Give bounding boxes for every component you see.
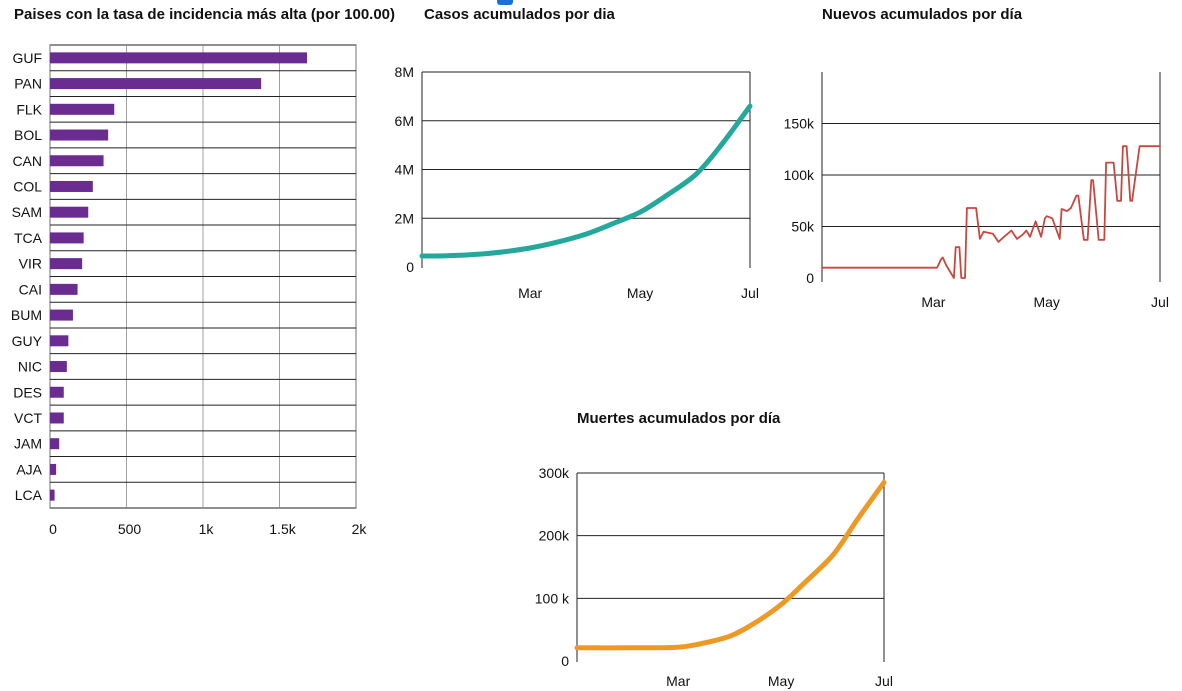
x-tick-label: May — [768, 673, 794, 689]
bar — [50, 283, 78, 295]
x-tick-label: 2k — [352, 521, 368, 537]
y-tick-label: 0 — [406, 259, 414, 275]
y-tick-label: 300k — [539, 465, 570, 481]
bar — [50, 52, 308, 64]
category-label: BUM — [11, 307, 42, 323]
x-tick-label: Jul — [741, 285, 759, 301]
x-tick-label: Jul — [1151, 294, 1169, 310]
series-line — [574, 479, 887, 651]
bar — [50, 129, 109, 141]
category-label: PAN — [14, 76, 42, 92]
bar — [50, 386, 64, 398]
y-tick-label: 0 — [806, 270, 814, 286]
category-label: GUF — [12, 50, 42, 66]
x-tick-label: 0 — [49, 521, 57, 537]
category-label: VIR — [19, 256, 42, 272]
bar — [50, 361, 67, 373]
y-tick-label: 100 k — [535, 590, 570, 606]
x-tick-label: May — [627, 285, 653, 301]
x-tick-label: Jul — [875, 673, 893, 689]
y-tick-label: 100k — [784, 167, 815, 183]
x-tick-label: 500 — [118, 521, 142, 537]
category-label: LCA — [15, 487, 43, 503]
y-tick-label: 4M — [395, 162, 414, 178]
bar — [50, 489, 55, 501]
y-tick-label: 0 — [561, 653, 569, 669]
category-label: GUY — [12, 333, 43, 349]
x-tick-label: 1.5k — [269, 521, 296, 537]
x-tick-label: Mar — [666, 673, 690, 689]
header-accent-mark — [497, 0, 513, 5]
y-tick-label: 150k — [784, 116, 815, 132]
series-line — [821, 145, 1161, 279]
category-label: NIC — [18, 359, 42, 375]
bar — [50, 438, 60, 450]
bar — [50, 78, 262, 90]
category-label: CAI — [19, 281, 42, 297]
y-tick-label: 8M — [395, 64, 414, 80]
x-tick-label: Mar — [921, 294, 945, 310]
bar — [50, 232, 84, 244]
y-tick-label: 50k — [791, 219, 815, 235]
bar — [50, 412, 64, 424]
series-line — [419, 103, 753, 259]
x-tick-label: 1k — [199, 521, 215, 537]
bar — [50, 309, 73, 321]
y-tick-label: 200k — [539, 528, 570, 544]
category-label: DES — [13, 384, 42, 400]
bar — [50, 258, 83, 270]
category-label: VCT — [14, 410, 42, 426]
x-tick-label: Mar — [518, 285, 542, 301]
category-label: FLK — [16, 101, 42, 117]
category-label: COL — [13, 178, 42, 194]
deaths-chart-title: Muertes acumulados por día — [577, 410, 781, 427]
category-label: SAM — [12, 204, 42, 220]
y-tick-label: 6M — [395, 113, 414, 129]
category-label: TCA — [14, 230, 43, 246]
y-tick-label: 2M — [395, 210, 414, 226]
cases-chart-title: Casos acumulados por dia — [424, 6, 615, 23]
incidence-chart-title: Paises con la tasa de incidencia más alt… — [14, 6, 396, 23]
bar — [50, 463, 57, 475]
bar — [50, 335, 69, 347]
bar — [50, 180, 93, 192]
x-tick-label: May — [1033, 294, 1059, 310]
new-chart-title: Nuevos acumulados por día — [822, 6, 1023, 23]
bar — [50, 206, 89, 218]
category-label: CAN — [12, 153, 42, 169]
category-label: BOL — [14, 127, 42, 143]
bar — [50, 103, 115, 115]
category-label: AJA — [16, 461, 42, 477]
bar — [50, 155, 104, 167]
category-label: JAM — [14, 436, 42, 452]
